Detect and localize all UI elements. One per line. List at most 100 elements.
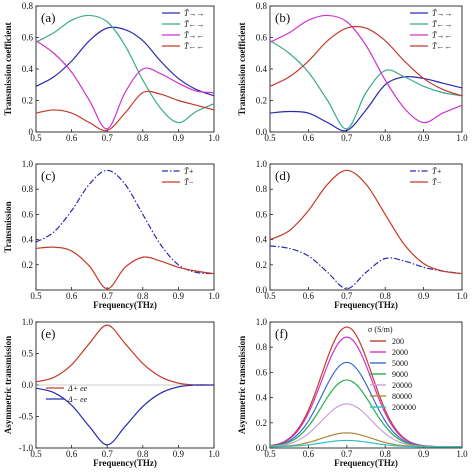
x-tick-label: 0.9 xyxy=(173,291,185,301)
series-line-0 xyxy=(35,169,215,275)
y-tick-label: 0.0 xyxy=(22,380,34,390)
panel-d: 0.5 0.6 0.7 0.8 0.9 1.0 0.0 0.2 0.4 0.6 0.8 1.0 Freq… xyxy=(256,159,468,310)
x-tick-label: 0.5 xyxy=(264,133,276,143)
y-tick-label: 0.6 xyxy=(256,367,268,377)
series-line-0 xyxy=(269,75,463,132)
legend-label: T̃− xyxy=(432,178,442,187)
y-tick-label: 1.0 xyxy=(256,159,268,169)
series-line-1 xyxy=(35,246,215,290)
legend-label: T̃→→ xyxy=(184,9,204,18)
series-line-5000 xyxy=(269,361,462,448)
x-tick-label: 0.5 xyxy=(30,449,42,459)
x-tick-label: 0.9 xyxy=(418,133,430,143)
panel-c: 0.5 0.6 0.7 0.8 0.9 1.0 0.2 0.4 0.6 0.8 1.0 Frequen… xyxy=(3,159,220,310)
y-tick-label: 0.8 xyxy=(256,1,268,11)
x-tick-label: 0.9 xyxy=(418,449,430,459)
y-tick-label: 0.8 xyxy=(256,184,268,194)
series-line-1 xyxy=(269,169,463,275)
x-tick-label: 0.7 xyxy=(341,291,353,301)
x-tick-label: 0.6 xyxy=(303,449,315,459)
panel-label: (c) xyxy=(41,168,55,183)
x-tick-label: 1.0 xyxy=(456,291,468,301)
x-tick-label: 0.9 xyxy=(418,291,430,301)
legend-label: T̃− xyxy=(184,178,194,187)
legend-label: Δ+ ee xyxy=(67,384,88,393)
y-axis-label: Transmission coefficient xyxy=(237,22,247,115)
legend-label: 200000 xyxy=(392,403,416,412)
legend-label: T̃→← xyxy=(432,31,452,40)
y-tick-label: 1.0 xyxy=(22,317,34,327)
legend-label: T̃+ xyxy=(184,167,194,176)
y-tick-label: 0.8 xyxy=(256,342,268,352)
plot-frame xyxy=(269,163,463,291)
legend-label: T̃←← xyxy=(432,42,452,51)
y-tick-label: -1.0 xyxy=(19,443,34,453)
panel-label: (e) xyxy=(41,326,55,341)
series-line-3 xyxy=(35,90,215,132)
legend-label: 80000 xyxy=(392,392,412,401)
x-tick-label: 0.5 xyxy=(30,291,42,301)
y-tick-label: 0 xyxy=(29,127,34,137)
y-tick-label: 0.6 xyxy=(22,209,34,219)
y-tick-label: 0.2 xyxy=(256,418,267,428)
x-tick-label: 0.6 xyxy=(303,133,315,143)
series-line-1 xyxy=(35,14,215,124)
x-tick-label: 0.5 xyxy=(264,291,276,301)
legend-label: 2000 xyxy=(392,348,408,357)
y-axis-label: Transmission coefficient xyxy=(3,22,13,115)
panel-label: (b) xyxy=(275,10,290,25)
y-tick-label: 0.2 xyxy=(256,260,267,270)
y-tick-label: 0.4 xyxy=(256,393,268,403)
x-tick-label: 0.8 xyxy=(380,291,392,301)
panel-f: 0.5 0.6 0.7 0.8 0.9 1.0 0.0 0.2 0.4 0.6 0.8 1.0 Freq… xyxy=(237,317,468,468)
series-line-0 xyxy=(35,324,215,386)
x-axis-label: Frequency(THz) xyxy=(334,300,398,310)
series-line-20000 xyxy=(269,403,462,448)
series-line-0 xyxy=(269,245,463,290)
legend-label: T̃→→ xyxy=(432,9,452,18)
y-tick-label: 1.0 xyxy=(256,317,268,327)
y-tick-label: 0.8 xyxy=(22,1,34,11)
y-tick-label: 1.0 xyxy=(22,159,34,169)
x-tick-label: 0.7 xyxy=(341,449,353,459)
panel-label: (a) xyxy=(41,10,55,25)
x-tick-label: 1.0 xyxy=(208,291,220,301)
x-tick-label: 0.5 xyxy=(264,449,276,459)
x-tick-label: 0.8 xyxy=(380,449,392,459)
y-tick-label: 0.4 xyxy=(256,64,268,74)
x-tick-label: 0.7 xyxy=(102,449,114,459)
x-axis-label: Frequency(THz) xyxy=(93,458,157,468)
y-tick-label: 0.2 xyxy=(22,96,33,106)
x-tick-label: 0.8 xyxy=(137,133,149,143)
x-tick-label: 0.8 xyxy=(137,449,149,459)
x-tick-label: 0.7 xyxy=(341,133,353,143)
panel-e: 0.5 0.6 0.7 0.8 0.9 1.0 -1.0 -0.5 0.0 0.5 1.0 Frequ… xyxy=(3,317,220,468)
series-line-1 xyxy=(35,384,215,446)
x-tick-label: 0.6 xyxy=(66,449,78,459)
y-tick-label: -0.5 xyxy=(19,412,34,422)
series-line-200000 xyxy=(269,439,462,448)
series-line-2 xyxy=(269,14,463,124)
legend-label: Δ− ee xyxy=(67,395,88,404)
x-tick-label: 1.0 xyxy=(208,133,220,143)
legend-label: 200 xyxy=(392,337,404,346)
x-axis-label: Frequency(THz) xyxy=(334,458,398,468)
x-tick-label: 0.6 xyxy=(66,133,78,143)
legend-label: T̃←← xyxy=(184,42,204,51)
y-tick-label: 0.6 xyxy=(256,33,268,43)
x-tick-label: 0.7 xyxy=(102,291,114,301)
y-tick-label: 0.6 xyxy=(22,33,34,43)
x-tick-label: 0.9 xyxy=(173,449,185,459)
x-tick-label: 0.9 xyxy=(173,133,185,143)
legend-label: T̃←→ xyxy=(184,20,204,29)
y-tick-label: 0.6 xyxy=(256,209,268,219)
panel-label: (d) xyxy=(275,168,290,183)
y-tick-label: 0.0 xyxy=(256,127,268,137)
legend-label: 20000 xyxy=(392,381,412,390)
y-axis-label: Transmission xyxy=(3,201,13,252)
panel-a: 0.5 0.6 0.7 0.8 0.9 1.0 0 0.2 0.4 0.6 0.8 Transmiss… xyxy=(3,1,220,143)
y-axis-label: Asymmetric transmission xyxy=(3,336,13,434)
legend-label: 9000 xyxy=(392,370,408,379)
x-tick-label: 0.5 xyxy=(30,133,42,143)
